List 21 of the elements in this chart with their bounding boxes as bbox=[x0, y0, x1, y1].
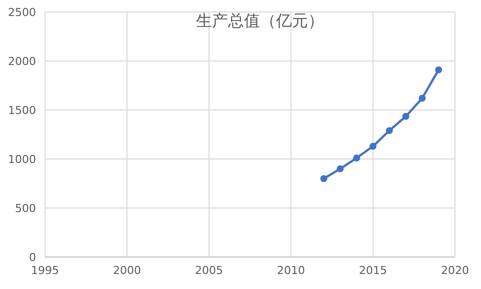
point bbox=[435, 66, 442, 74]
point bbox=[386, 127, 393, 134]
x-tick-label: 2000 bbox=[113, 264, 141, 277]
point bbox=[418, 94, 426, 102]
x-tick-label: 2015 bbox=[359, 264, 387, 277]
x-tick-label: 1995 bbox=[31, 264, 59, 277]
y-tick-label: 1000 bbox=[8, 153, 36, 166]
y-tick-label: 2000 bbox=[8, 55, 36, 68]
point bbox=[336, 165, 344, 172]
y-tick-label: 0 bbox=[29, 251, 36, 264]
point bbox=[353, 154, 360, 162]
y-tick-label: 2500 bbox=[8, 6, 36, 19]
point bbox=[370, 142, 376, 150]
y-tick-label: 500 bbox=[15, 202, 36, 215]
point bbox=[320, 175, 328, 182]
x-tick-label: 2020 bbox=[441, 264, 469, 277]
x-tick-label: 2010 bbox=[277, 264, 305, 277]
chart-title: 生产总值（亿元） bbox=[196, 11, 324, 30]
point bbox=[402, 112, 410, 120]
y-tick-label: 1500 bbox=[8, 104, 36, 117]
x-tick-label: 2005 bbox=[195, 264, 223, 277]
